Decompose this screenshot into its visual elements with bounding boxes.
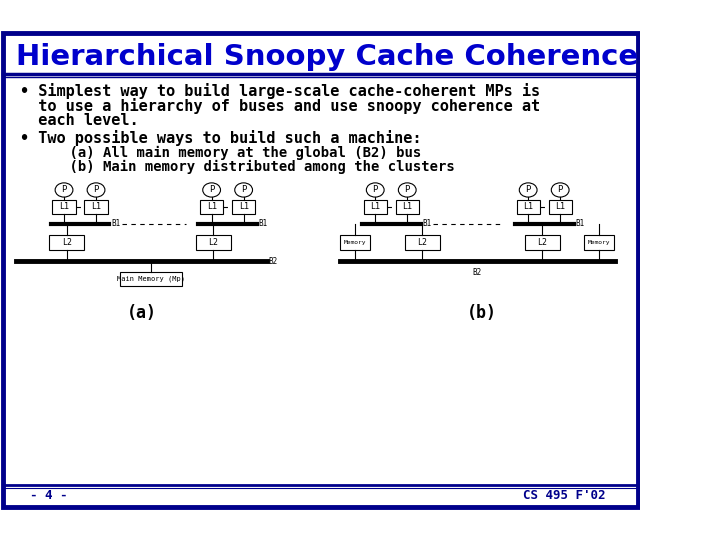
Text: (b) Main memory distributed among the clusters: (b) Main memory distributed among the cl…: [35, 160, 454, 174]
Text: CS 495 F'02: CS 495 F'02: [523, 489, 606, 502]
Bar: [396, 200, 419, 214]
Ellipse shape: [235, 183, 253, 197]
Text: L2: L2: [418, 238, 428, 247]
Text: P: P: [405, 185, 410, 194]
Bar: [53, 200, 76, 214]
Text: L2: L2: [208, 238, 218, 247]
Text: L1: L1: [207, 202, 217, 211]
Bar: [364, 200, 387, 214]
Text: B2: B2: [473, 268, 482, 277]
Text: (b): (b): [467, 304, 497, 322]
Text: P: P: [94, 185, 99, 194]
Text: to use a hierarchy of buses and use snoopy coherence at: to use a hierarchy of buses and use snoo…: [19, 98, 540, 114]
Bar: [517, 200, 540, 214]
Text: B2: B2: [269, 256, 278, 266]
Bar: [200, 200, 223, 214]
Text: L1: L1: [91, 202, 101, 211]
Bar: [340, 235, 370, 249]
Bar: [549, 200, 572, 214]
Text: each level.: each level.: [19, 113, 138, 127]
Ellipse shape: [55, 183, 73, 197]
Text: B1: B1: [575, 219, 585, 228]
Bar: [196, 235, 231, 249]
FancyBboxPatch shape: [3, 32, 637, 508]
Text: L1: L1: [59, 202, 69, 211]
Text: - 4 -: - 4 -: [30, 489, 68, 502]
Ellipse shape: [519, 183, 537, 197]
Text: B1: B1: [258, 219, 268, 228]
Bar: [120, 272, 182, 286]
Text: L1: L1: [523, 202, 534, 211]
Text: P: P: [372, 185, 378, 194]
Ellipse shape: [87, 183, 105, 197]
Text: P: P: [61, 185, 67, 194]
Bar: [232, 200, 255, 214]
Text: P: P: [526, 185, 531, 194]
Text: • Two possible ways to build such a machine:: • Two possible ways to build such a mach…: [19, 130, 421, 145]
Text: P: P: [209, 185, 215, 194]
Text: • Simplest way to build large-scale cache-coherent MPs is: • Simplest way to build large-scale cach…: [19, 83, 540, 99]
Bar: [525, 235, 560, 249]
Text: (a) All main memory at the global (B2) bus: (a) All main memory at the global (B2) b…: [35, 145, 420, 160]
Text: Memory: Memory: [588, 240, 611, 245]
Ellipse shape: [398, 183, 416, 197]
Bar: [49, 235, 84, 249]
Text: L1: L1: [402, 202, 413, 211]
Text: L1: L1: [555, 202, 565, 211]
Bar: [405, 235, 440, 249]
Text: L1: L1: [370, 202, 380, 211]
Text: B1: B1: [423, 219, 431, 228]
Text: P: P: [241, 185, 246, 194]
Ellipse shape: [203, 183, 220, 197]
Text: B1: B1: [111, 219, 120, 228]
Ellipse shape: [552, 183, 569, 197]
Bar: [84, 200, 107, 214]
Text: L2: L2: [537, 238, 547, 247]
Ellipse shape: [366, 183, 384, 197]
Text: L2: L2: [62, 238, 72, 247]
Text: P: P: [557, 185, 563, 194]
Bar: [584, 235, 614, 249]
Text: (a): (a): [127, 304, 157, 322]
Text: L1: L1: [238, 202, 248, 211]
Text: Hierarchical Snoopy Cache Coherence: Hierarchical Snoopy Cache Coherence: [16, 43, 638, 71]
Text: Main Memory (Mp): Main Memory (Mp): [117, 275, 185, 282]
Text: Memory: Memory: [343, 240, 366, 245]
